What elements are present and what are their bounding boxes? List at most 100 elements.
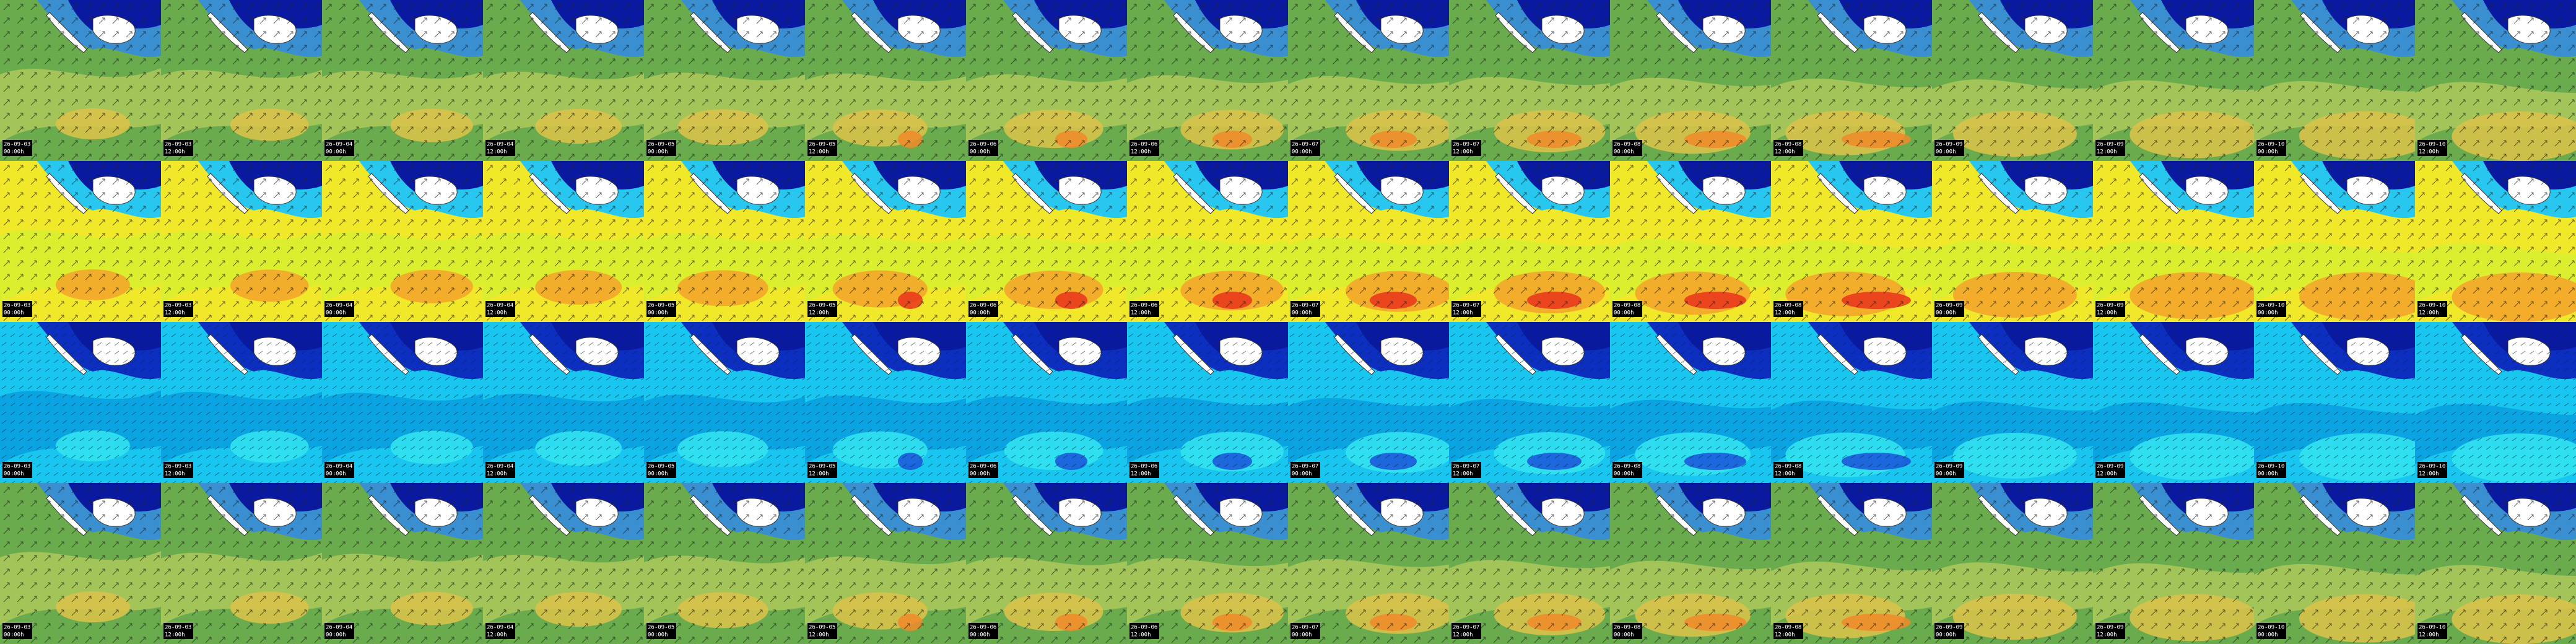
label-box [163, 140, 193, 156]
wind-arrows [1127, 161, 1288, 322]
date-label: 26-09-06 [970, 142, 996, 148]
wind-arrows [2415, 483, 2576, 644]
label-box [163, 301, 193, 317]
time-label: 00:00h [2258, 632, 2278, 638]
time-label: 12:00h [1775, 310, 1795, 316]
label-box [1290, 301, 1320, 317]
label-box [2256, 623, 2286, 639]
date-label: 26-09-08 [1614, 142, 1640, 148]
time-label: 12:00h [2097, 310, 2117, 316]
wind-arrows [2254, 483, 2415, 644]
date-label: 26-09-03 [165, 625, 191, 631]
wind-arrows [1288, 322, 1449, 483]
label-box [1129, 623, 1159, 639]
wind-arrows [2093, 161, 2254, 322]
label-box [1773, 462, 1803, 478]
wind-arrows [1127, 0, 1288, 161]
time-label: 12:00h [165, 310, 185, 316]
wind-arrows [161, 483, 322, 644]
wind-arrows [483, 483, 644, 644]
label-box [646, 301, 676, 317]
wind-arrows [1932, 0, 2093, 161]
wind-arrows [1449, 161, 1610, 322]
wind-arrows [483, 161, 644, 322]
time-label: 00:00h [1936, 149, 1956, 155]
date-label: 26-09-07 [1453, 625, 1479, 631]
time-label: 12:00h [2419, 310, 2439, 316]
time-label: 12:00h [809, 310, 829, 316]
wind-arrows [966, 322, 1127, 483]
date-label: 26-09-03 [165, 303, 191, 309]
date-label: 26-09-07 [1292, 464, 1318, 470]
time-label: 12:00h [2419, 632, 2439, 638]
wind-arrows [322, 483, 483, 644]
time-label: 12:00h [809, 632, 829, 638]
date-label: 26-09-07 [1292, 303, 1318, 309]
label-box [324, 301, 354, 317]
date-label: 26-09-06 [1131, 303, 1157, 309]
label-box [1451, 301, 1481, 317]
date-label: 26-09-03 [165, 464, 191, 470]
label-box [968, 301, 998, 317]
date-label: 26-09-05 [648, 625, 674, 631]
time-label: 12:00h [487, 149, 507, 155]
label-box [324, 623, 354, 639]
label-box [1612, 623, 1642, 639]
time-label: 12:00h [1453, 149, 1473, 155]
date-label: 26-09-04 [326, 303, 352, 309]
date-label: 26-09-07 [1453, 303, 1479, 309]
time-label: 00:00h [1936, 310, 1956, 316]
time-label: 12:00h [1453, 471, 1473, 477]
time-label: 00:00h [1936, 471, 1956, 477]
label-box [968, 623, 998, 639]
time-label: 12:00h [1131, 632, 1151, 638]
label-box [2417, 301, 2447, 317]
wind-arrows [1449, 483, 1610, 644]
time-label: 00:00h [970, 632, 990, 638]
date-label: 26-09-04 [326, 464, 352, 470]
date-label: 26-09-06 [1131, 142, 1157, 148]
wind-arrows [0, 161, 161, 322]
wind-arrows [161, 322, 322, 483]
label-box [1773, 623, 1803, 639]
time-label: 00:00h [4, 471, 24, 477]
time-label: 12:00h [487, 471, 507, 477]
label-box [485, 301, 515, 317]
label-box [968, 140, 998, 156]
date-label: 26-09-08 [1775, 142, 1801, 148]
wind-arrows [0, 483, 161, 644]
wind-arrows [2415, 0, 2576, 161]
date-label: 26-09-04 [487, 303, 513, 309]
time-label: 00:00h [648, 310, 668, 316]
time-label: 12:00h [809, 149, 829, 155]
wind-arrows [2254, 322, 2415, 483]
date-label: 26-09-05 [809, 464, 835, 470]
wind-arrows [2254, 0, 2415, 161]
time-label: 00:00h [1614, 632, 1634, 638]
date-label: 26-09-03 [4, 303, 30, 309]
wind-arrows [1932, 322, 2093, 483]
time-label: 12:00h [1131, 471, 1151, 477]
wind-arrows [2093, 322, 2254, 483]
wind-arrows [1610, 161, 1771, 322]
wind-arrows [1932, 161, 2093, 322]
wind-arrows [483, 0, 644, 161]
